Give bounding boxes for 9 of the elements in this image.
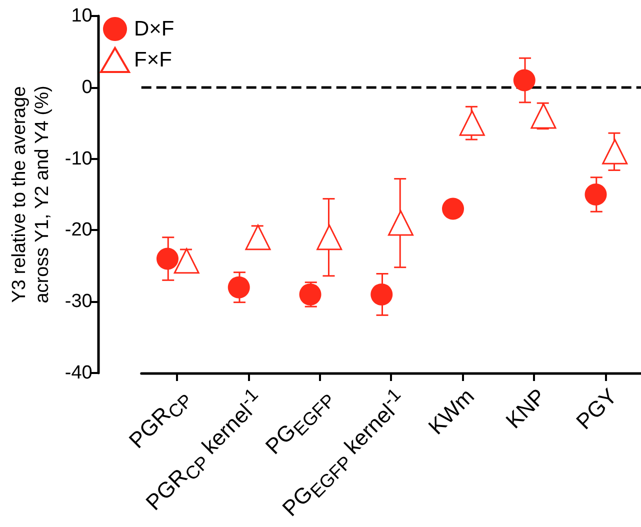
legend-label: F×F [134, 48, 172, 72]
y-tick-label: -20 [64, 220, 92, 241]
y-axis-title: Y3 relative to the average across Y1, Y2 and Y4 (%) [9, 86, 53, 304]
y-tick-label: 0 [82, 76, 92, 98]
legend-label: D×F [134, 18, 174, 40]
y-tick-label: 10 [71, 6, 92, 26]
y-tick-label: -40 [64, 362, 92, 384]
y-tick-label: -10 [64, 148, 92, 170]
y-tick-label: -30 [64, 291, 92, 312]
